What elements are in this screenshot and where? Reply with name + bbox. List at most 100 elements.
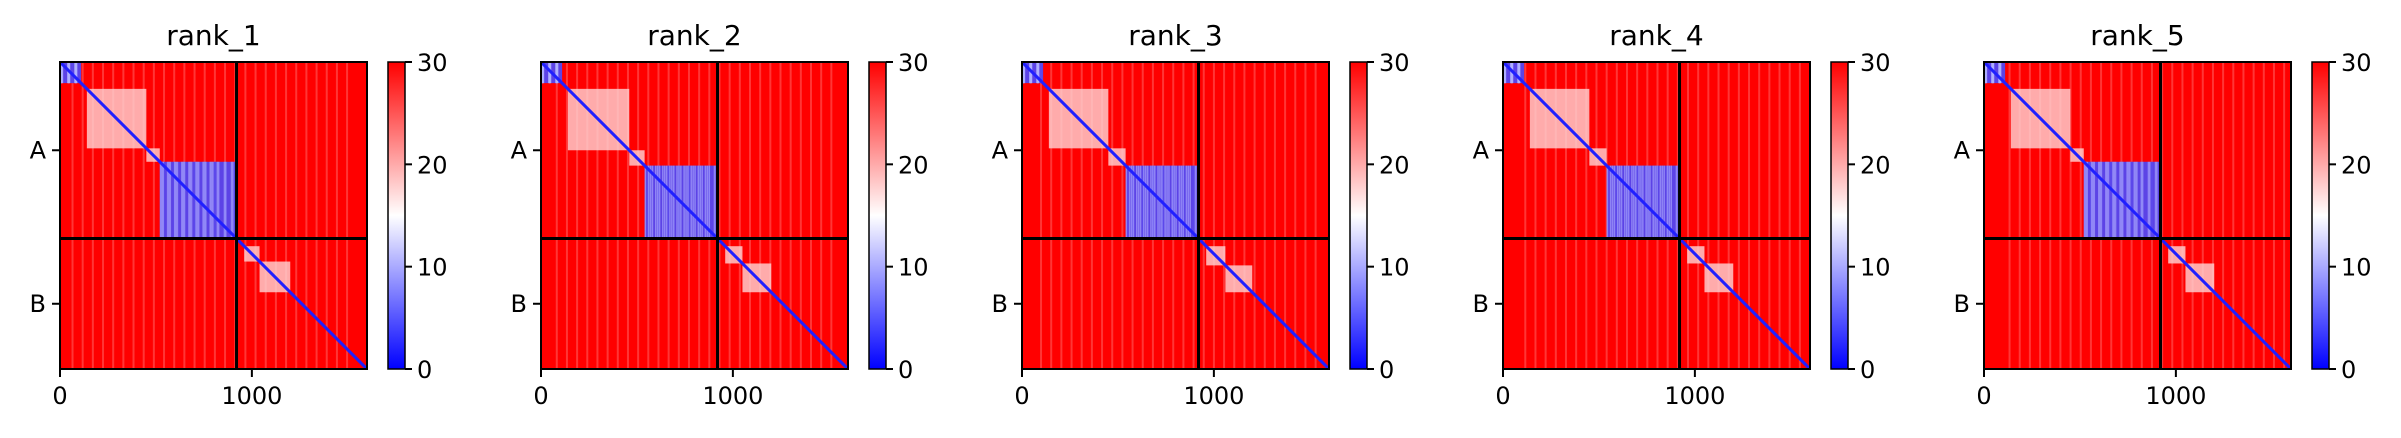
heatmap-streak [1314, 62, 1317, 369]
colorbar-tick-label: 0 [898, 356, 913, 384]
heatmap-speckle [1661, 165, 1663, 239]
heatmap-speckle [1633, 165, 1635, 239]
heatmap-speckle [1037, 62, 1040, 84]
heatmap-streak [254, 62, 257, 369]
heatmap-streak [1758, 62, 1761, 369]
heatmap-streak [2232, 62, 2235, 369]
heatmap-streak [738, 62, 741, 369]
heatmap-speckle [656, 165, 659, 239]
heatmap-speckle [1670, 165, 1673, 239]
heatmap-speckle [212, 161, 214, 239]
x-tick-label: 1000 [702, 382, 763, 410]
heatmap-speckle [1168, 165, 1170, 239]
y-tick-label: A [1473, 136, 1490, 164]
heatmap-frame [1502, 61, 1811, 370]
heatmap-speckle [2140, 161, 2143, 239]
heatmap-speckle [1189, 165, 1192, 239]
heatmap-speckle [2086, 161, 2088, 239]
heatmap-speckle [1627, 165, 1630, 239]
heatmap-streak [1687, 62, 1690, 369]
heatmap-speckle [166, 161, 169, 239]
heatmap-streak [264, 62, 267, 369]
heatmap-speckle [1624, 165, 1626, 239]
heatmap-speckle [2154, 161, 2157, 239]
heatmap-speckle [690, 165, 692, 239]
heatmap-speckle [195, 161, 197, 239]
heatmap-speckle [2129, 161, 2131, 239]
heatmap-speckle [713, 165, 716, 239]
heatmap-speckle [1180, 165, 1182, 239]
heatmap-diagonal [60, 62, 367, 369]
heatmap-speckle [1635, 165, 1637, 239]
heatmap-speckle [1166, 165, 1168, 239]
panel-title: rank_3 [1128, 19, 1222, 52]
heatmap-speckle [1194, 165, 1197, 239]
heatmap-streak [81, 62, 84, 369]
colorbar-tick-label: 20 [417, 151, 448, 179]
heatmap-speckle [1659, 165, 1662, 239]
heatmap-streak [1050, 62, 1053, 369]
heatmap-streak [1060, 62, 1063, 369]
heatmap-speckle [1187, 165, 1190, 239]
heatmap-streak [1294, 62, 1297, 369]
heatmap [1503, 62, 1810, 369]
heatmap-speckle [658, 165, 661, 239]
heatmap-speckle [1631, 165, 1633, 239]
heatmap-speckle [1620, 165, 1623, 239]
heatmap-frame [1983, 61, 2292, 370]
panel-title: rank_4 [1609, 19, 1703, 52]
heatmap-speckle [699, 165, 701, 239]
x-tick-label: 0 [1976, 382, 1991, 410]
colorbar-tick-label: 10 [2341, 254, 2372, 282]
heatmap-speckle [694, 165, 696, 239]
heatmap-speckle [1150, 165, 1152, 239]
panel-title: rank_5 [2090, 19, 2184, 52]
heatmap-streak [152, 62, 155, 369]
heatmap-speckle [662, 165, 664, 239]
heatmap-speckle [1135, 165, 1138, 239]
heatmap-speckle [1654, 165, 1656, 239]
heatmap-streak [799, 62, 802, 369]
x-tick-label: 0 [52, 382, 67, 410]
heatmap-streak [555, 62, 558, 369]
heatmap-streak [112, 62, 115, 369]
heatmap-speckle [1618, 165, 1621, 239]
heatmap-speckle [2127, 161, 2130, 239]
heatmap-speckle [1154, 165, 1156, 239]
heatmap-streak [2171, 62, 2174, 369]
colorbar-tick-label: 30 [2341, 49, 2372, 77]
heatmap-streak [2272, 62, 2275, 369]
heatmap-streak [789, 62, 792, 369]
heatmap-speckle [1139, 165, 1142, 239]
colorbar [387, 61, 406, 370]
heatmap-streak [1595, 62, 1598, 369]
heatmap-diagonal [1022, 62, 1329, 369]
heatmap-streak [1564, 62, 1567, 369]
heatmap-speckle [203, 161, 206, 239]
heatmap-speckle [1518, 62, 1521, 84]
heatmap-speckle [665, 165, 668, 239]
heatmap-speckle [1023, 62, 1026, 84]
heatmap-speckle [162, 161, 164, 239]
heatmap-streak [2079, 62, 2082, 369]
heatmap-streak [830, 62, 833, 369]
heatmap-streak [1575, 62, 1578, 369]
heatmap-speckle [230, 161, 233, 239]
heatmap-speckle [2126, 161, 2128, 239]
heatmap-speckle [2114, 161, 2117, 239]
heatmap-streak [810, 62, 813, 369]
heatmap-streak [820, 62, 823, 369]
heatmap-streak [1707, 62, 1710, 369]
heatmap-speckle [1132, 165, 1135, 239]
heatmap-streak [305, 62, 308, 369]
heatmap-speckle [1640, 165, 1642, 239]
heatmap-speckle [651, 165, 654, 239]
heatmap-speckle [1625, 165, 1628, 239]
colorbar-tick-label: 20 [1860, 151, 1891, 179]
heatmap-speckle [159, 161, 162, 239]
heatmap-speckle [1663, 165, 1665, 239]
heatmap-speckle [1144, 165, 1147, 239]
heatmap-streak [637, 62, 640, 369]
heatmap-speckle [697, 165, 700, 239]
heatmap-speckle [216, 161, 219, 239]
